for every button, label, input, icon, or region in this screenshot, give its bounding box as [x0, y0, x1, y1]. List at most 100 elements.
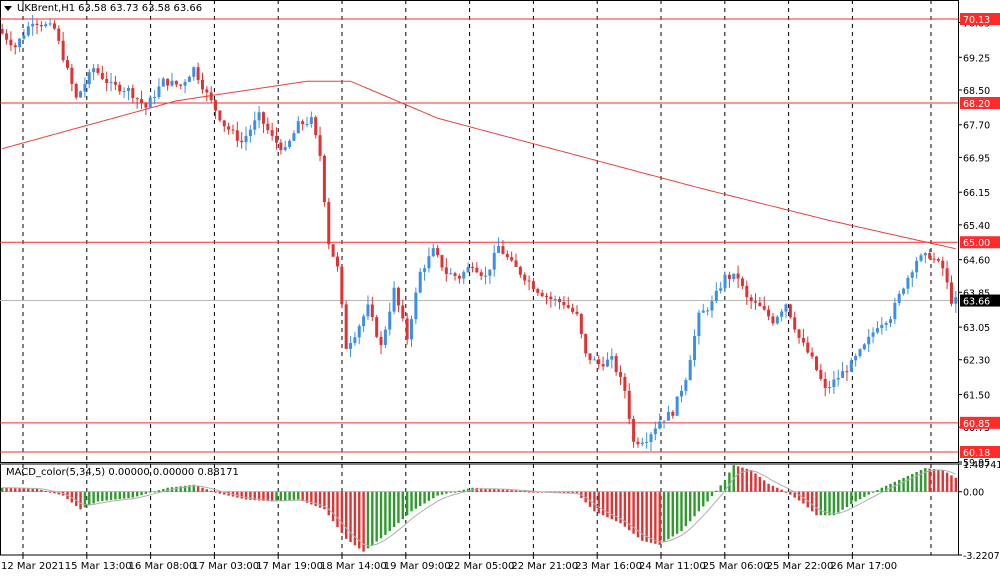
macd-signal-line: [2, 469, 956, 547]
candle-body: [675, 396, 679, 416]
candle-body: [719, 288, 723, 291]
candle-body: [501, 246, 505, 254]
macd-histogram-bar: [153, 491, 156, 493]
candle-body: [70, 67, 74, 84]
macd-histogram-bar: [53, 491, 56, 494]
macd-histogram-bar: [27, 488, 30, 492]
candle-body: [849, 360, 853, 372]
macd-histogram-bar: [201, 487, 204, 492]
macd-histogram-bar: [162, 488, 165, 492]
candle-body: [862, 344, 866, 350]
candle-body: [566, 305, 570, 308]
macd-histogram-bar: [675, 491, 679, 534]
macd-histogram-bar: [432, 491, 435, 499]
candle-body: [745, 285, 749, 298]
macd-histogram-bar: [257, 491, 261, 501]
macd-histogram-bar: [928, 468, 931, 492]
level-price-label: 70.13: [963, 15, 990, 26]
macd-histogram-bar: [419, 491, 422, 507]
macd-y-tick-label: -3.22079: [963, 551, 1000, 562]
candle-body: [266, 123, 270, 131]
macd-histogram-bar: [88, 491, 91, 506]
candle-body: [318, 135, 322, 156]
candle-body: [884, 323, 888, 325]
macd-histogram-bar: [523, 491, 526, 493]
macd-histogram-bar: [440, 491, 444, 495]
macd-histogram-bar: [924, 468, 927, 492]
macd-histogram-bar: [9, 487, 13, 492]
candle-body: [653, 428, 657, 435]
macd-histogram-bar: [706, 491, 709, 502]
candle-body: [431, 248, 435, 257]
ohlc-label: 63.58 63.73 63.58 63.66: [78, 3, 203, 14]
candle-body: [714, 290, 718, 302]
macd-histogram-bar: [240, 491, 243, 499]
candle-body: [592, 359, 596, 361]
macd-histogram-bar: [392, 491, 396, 528]
macd-histogram-bar: [284, 491, 287, 501]
current-price-tag: [960, 294, 1000, 307]
candle-body: [48, 23, 52, 25]
candle-body: [584, 334, 588, 354]
macd-histogram-bar: [954, 477, 958, 492]
x-tick-label: 22 Mar 21:00: [511, 561, 578, 572]
macd-histogram-bar: [749, 470, 753, 492]
candle-body: [261, 112, 265, 124]
macd-histogram-bar: [575, 491, 579, 494]
candle-body: [22, 35, 26, 39]
macd-histogram-bar: [632, 491, 635, 534]
macd-histogram-bar: [183, 485, 187, 492]
candle-body: [240, 140, 244, 143]
x-tick-label: 23 Mar 16:00: [575, 561, 642, 572]
candle-body: [396, 287, 400, 306]
level-price-tag: [960, 445, 1000, 458]
candle-body: [562, 301, 566, 306]
candle-body: [819, 370, 823, 379]
macd-histogram-bar: [236, 491, 239, 498]
candle-body: [889, 319, 893, 324]
macd-histogram-bar: [301, 491, 304, 502]
candle-body: [936, 259, 940, 261]
macd-histogram-bar: [297, 491, 300, 500]
candle-body: [540, 292, 544, 297]
macd-histogram-bar: [527, 491, 531, 493]
candle-body: [423, 268, 427, 272]
candle-body: [875, 328, 879, 333]
candle-body: [579, 314, 583, 335]
candle-body: [954, 297, 958, 304]
candle-body: [575, 311, 579, 315]
candle-body: [479, 272, 483, 276]
candle-body: [200, 79, 204, 90]
dropdown-triangle-icon[interactable]: [4, 6, 12, 11]
candle-body: [893, 302, 897, 320]
macd-histogram-bar: [645, 491, 648, 542]
macd-histogram-bar: [649, 491, 653, 543]
macd-histogram-bar: [893, 481, 897, 492]
macd-histogram-bar: [57, 491, 60, 495]
macd-histogram-bar: [292, 491, 296, 500]
candle-body: [854, 356, 858, 361]
candle-body: [414, 292, 418, 320]
macd-histogram-bar: [702, 491, 705, 507]
candle-body: [806, 342, 810, 353]
candle-body: [340, 266, 344, 305]
macd-histogram-bar: [863, 491, 866, 497]
candle-body: [305, 123, 309, 125]
candle-body: [383, 329, 387, 345]
x-tick-label: 26 Mar 17:00: [830, 561, 897, 572]
candle-body: [536, 288, 540, 293]
candle-body: [740, 278, 744, 286]
candle-body: [544, 296, 548, 298]
macd-histogram-bar: [919, 470, 923, 492]
macd-histogram-bar: [79, 491, 82, 510]
macd-histogram-bar: [597, 491, 600, 514]
candle-body: [353, 337, 357, 344]
candle-body: [18, 38, 22, 48]
macd-histogram-bar: [318, 491, 322, 508]
macd-histogram-bar: [823, 491, 827, 516]
x-tick-label: 15 Mar 13:00: [65, 561, 132, 572]
macd-histogram-bar: [414, 491, 418, 509]
candle-body: [9, 39, 13, 46]
candle-body: [410, 319, 414, 340]
candle-body: [671, 411, 675, 416]
